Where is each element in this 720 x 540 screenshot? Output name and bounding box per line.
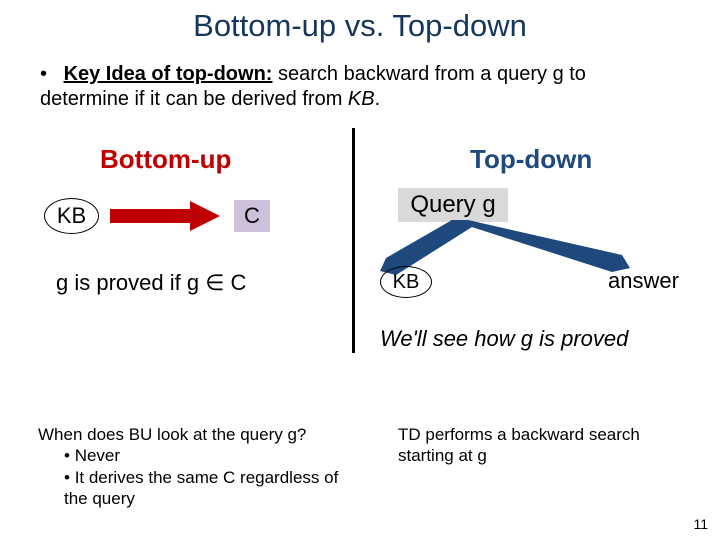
top-down-heading: Top-down xyxy=(470,144,592,175)
kb-oval-right-label: KB xyxy=(393,271,420,294)
bullet-dot: • xyxy=(40,62,58,87)
bu-note-q: When does BU look at the query g? xyxy=(38,424,358,445)
query-box-label: Query g xyxy=(410,191,495,219)
td-note: TD performs a backward search starting a… xyxy=(398,424,688,467)
bu-note-b2-row: • It derives the same C regardless of th… xyxy=(38,467,358,510)
kb-oval-left-label: KB xyxy=(57,203,86,229)
key-idea-block: • Key Idea of top-down: search backward … xyxy=(0,44,720,112)
bu-note-b1: Never xyxy=(75,446,120,465)
kb-oval-left: KB xyxy=(44,198,99,234)
columns-region: Bottom-up KB C g is proved if g ∈ C Top-… xyxy=(0,128,720,358)
bu-note: When does BU look at the query g? • Neve… xyxy=(38,424,358,509)
bottom-up-heading: Bottom-up xyxy=(100,144,231,175)
page-number: 11 xyxy=(693,516,708,532)
c-box: C xyxy=(234,200,270,232)
bu-note-b1-row: • Never xyxy=(38,445,358,466)
vertical-divider xyxy=(352,128,355,353)
bu-note-b2: It derives the same C regardless of the … xyxy=(64,468,338,508)
kb-oval-right: KB xyxy=(380,266,432,298)
key-idea-label: Key Idea of top-down: xyxy=(64,63,273,85)
c-box-label: C xyxy=(244,203,260,229)
blue-arrow-right-icon xyxy=(450,220,630,276)
proved-text: g is proved if g ∈ C xyxy=(56,270,246,296)
see-how-text: We'll see how g is proved xyxy=(380,326,628,352)
answer-text: answer xyxy=(608,268,679,294)
slide-title: Bottom-up vs. Top-down xyxy=(0,0,720,44)
key-idea-kb: KB xyxy=(348,88,375,110)
query-box: Query g xyxy=(398,188,508,222)
red-arrow-icon xyxy=(110,201,220,231)
key-idea-text2: . xyxy=(375,88,381,110)
